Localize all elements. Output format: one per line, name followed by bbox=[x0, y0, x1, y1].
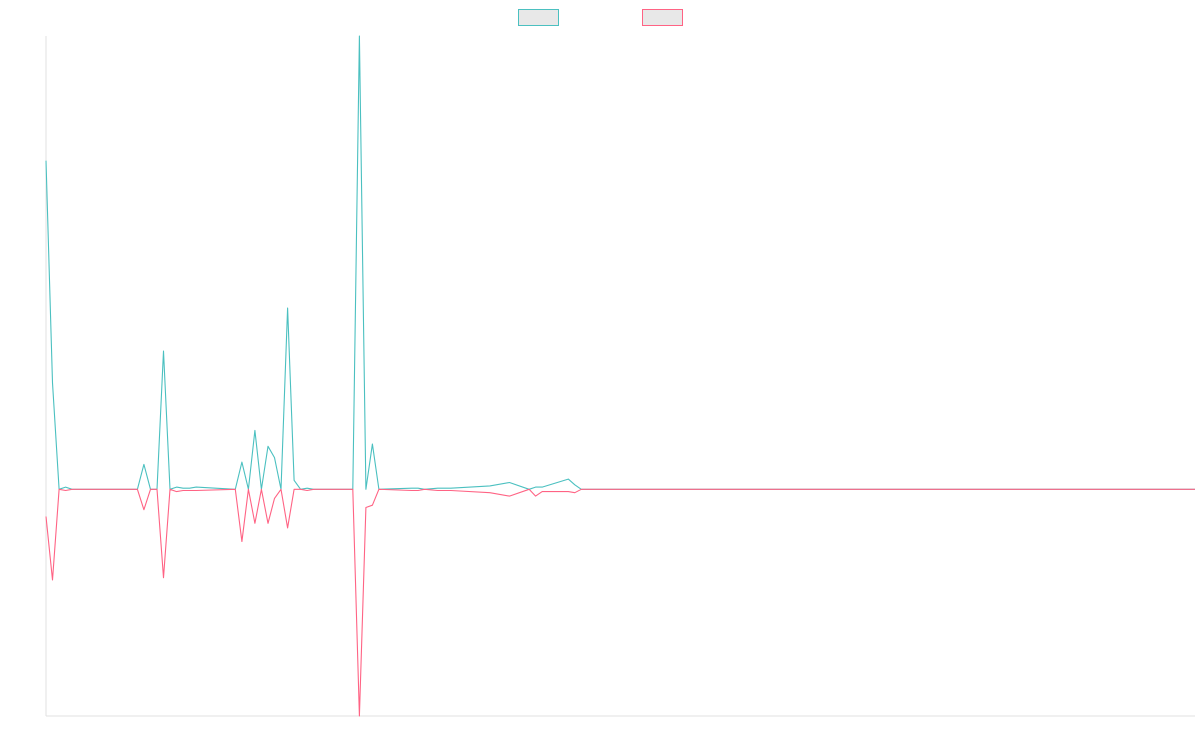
series-line-1 bbox=[45, 35, 1195, 490]
legend-swatch-2[interactable] bbox=[642, 9, 683, 26]
axes bbox=[45, 36, 1195, 717]
legend bbox=[518, 9, 683, 26]
series-layer bbox=[45, 35, 1195, 717]
series-line-2 bbox=[45, 488, 1195, 717]
legend-swatch-1[interactable] bbox=[518, 9, 559, 26]
